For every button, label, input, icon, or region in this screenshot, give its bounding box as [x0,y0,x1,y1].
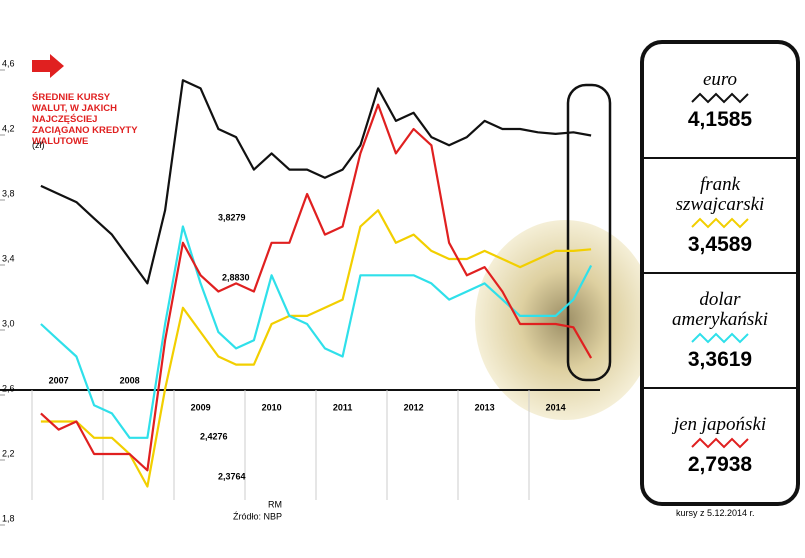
rate-cell: frank szwajcarski 3,4589 [644,157,796,272]
annotation: 2,3764 [218,471,246,481]
y-tick-label: 2,6 [2,383,15,393]
credit: RM [268,499,282,509]
legend-label: jen japoński [673,413,767,435]
y-tick-label: 3,4 [2,253,15,263]
annotation: 2,8830 [222,272,250,282]
chart-title: ŚREDNIE KURSY WALUT, W JAKICH NAJCZĘŚCIE… [32,92,138,147]
legend-swatch [691,217,749,228]
legend-swatch [691,332,749,343]
latest-rate: 4,1585 [687,107,753,131]
x-tick-label: 2009 [191,402,211,412]
x-tick-label: 2014 [546,402,566,412]
note: kursy z 5.12.2014 r. [676,508,755,518]
rate-cell: dolar amerykański 3,3619 [644,272,796,387]
highlight [566,83,612,382]
x-tick-label: 2007 [49,375,69,385]
rates-panel: euro 4,1585 frank szwajcarski 3,4589 dolar a… [640,40,800,506]
arrow-icon [32,54,64,78]
rate-cell: jen japoński 2,7938 [644,387,796,502]
unit: (zł) [32,140,45,150]
latest-rate: 2,7938 [687,452,753,476]
y-tick-label: 4,6 [2,58,15,68]
y-tick-label: 2,2 [2,448,15,458]
series-line [40,103,593,472]
series-line [40,225,593,439]
legend-label: dolar amerykański [671,288,769,330]
latest-rate: 3,3619 [687,347,753,371]
y-tick-label: 4,2 [2,123,15,133]
x-tick-label: 2012 [404,402,424,412]
annotation: 2,4276 [200,431,228,441]
source: Źródło: NBP [233,511,282,521]
y-tick-label: 1,8 [2,513,15,523]
legend-swatch [691,437,749,448]
rate-cell: euro 4,1585 [644,44,796,157]
x-tick-label: 2011 [333,402,353,412]
latest-rate: 3,4589 [687,232,753,256]
legend-swatch [691,92,749,103]
legend-label: frank szwajcarski [675,173,765,215]
x-tick-label: 2008 [120,375,140,385]
legend-label: euro [702,68,738,90]
y-tick-label: 3,8 [2,188,15,198]
annotation: 3,8279 [218,212,246,222]
x-tick-label: 2013 [475,402,495,412]
series-line [40,209,592,488]
x-tick-label: 2010 [262,402,282,412]
series-line [40,79,592,285]
y-tick-label: 3,0 [2,318,15,328]
